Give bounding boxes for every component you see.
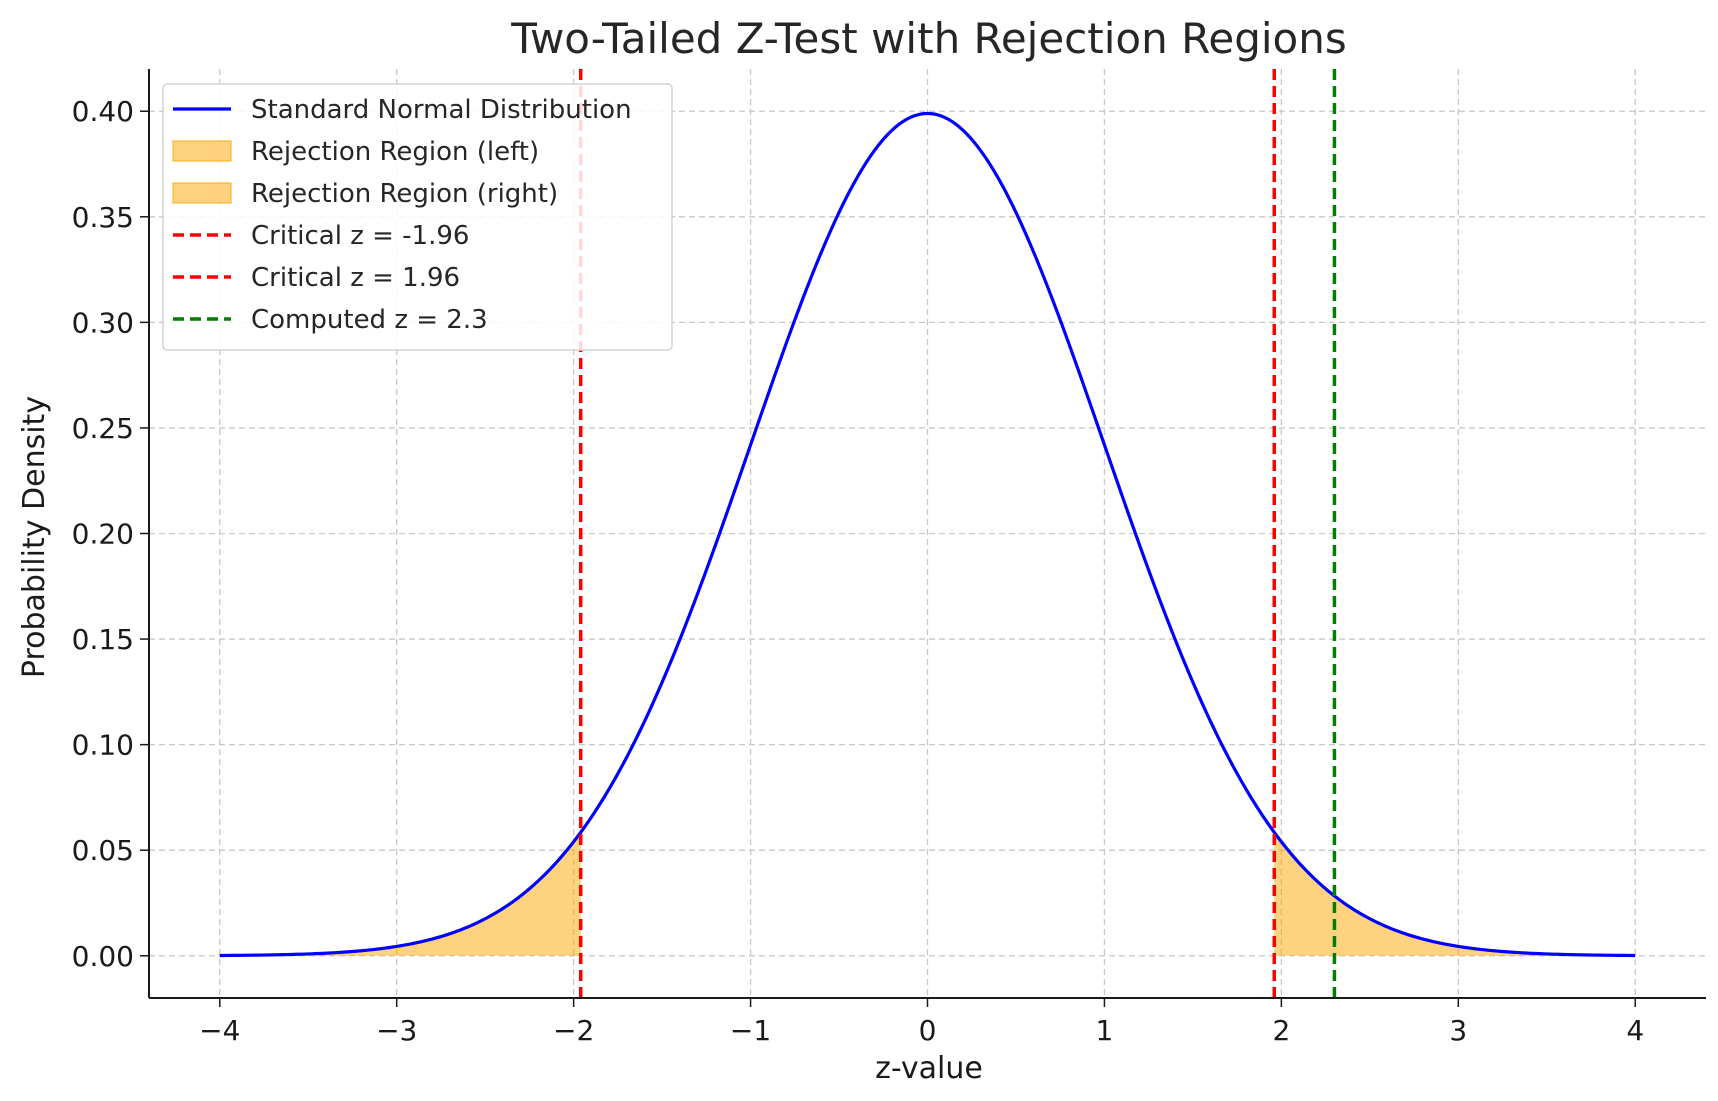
x-tick-label-5: 1	[1096, 1014, 1114, 1047]
y-tick-label-3: 0.15	[72, 623, 134, 656]
legend-left-region-swatch	[172, 140, 232, 162]
legend-box	[162, 83, 673, 351]
normal-distribution-curve	[219, 111, 1636, 958]
legend-right-region-swatch	[172, 182, 232, 204]
legend-label-1: Rejection Region (left)	[251, 137, 539, 167]
curve-layer	[219, 111, 1636, 958]
rejection-region-right	[1274, 832, 1636, 956]
legend-label-3: Critical z = -1.96	[251, 221, 469, 251]
x-tick-label-0: −4	[199, 1014, 240, 1047]
x-tick-label-1: −3	[376, 1014, 417, 1047]
y-tick-label-2: 0.10	[72, 729, 134, 762]
y-tick-label-4: 0.20	[72, 518, 134, 551]
x-tick-label-3: −1	[730, 1014, 771, 1047]
y-tick-label-6: 0.30	[72, 306, 134, 339]
y-axis-label: Probability Density	[17, 396, 52, 678]
x-tick-label-2: −2	[553, 1014, 594, 1047]
x-ticks: −4 −3 −2 −1 0 1 2 3 4	[199, 998, 1644, 1047]
x-tick-label-6: 2	[1272, 1014, 1290, 1047]
y-tick-label-7: 0.35	[72, 201, 134, 234]
x-tick-label-4: 0	[919, 1014, 937, 1047]
y-tick-label-8: 0.40	[72, 95, 134, 128]
x-tick-label-8: 4	[1626, 1014, 1644, 1047]
x-axis-label: z-value	[875, 1051, 983, 1086]
legend-label-2: Rejection Region (right)	[251, 179, 558, 209]
chart-title: Two-Tailed Z-Test with Rejection Regions	[510, 14, 1347, 63]
y-tick-label-5: 0.25	[72, 412, 134, 445]
y-ticks: 0.00 0.05 0.10 0.15 0.20 0.25 0.30 0.35 0.40	[72, 95, 149, 973]
rejection-regions	[219, 832, 1636, 956]
x-tick-label-7: 3	[1449, 1014, 1467, 1047]
y-tick-label-0: 0.00	[72, 940, 134, 973]
legend-label-0: Standard Normal Distribution	[251, 95, 632, 125]
rejection-region-left	[219, 832, 581, 956]
legend: Standard Normal Distribution Rejection Re…	[162, 83, 673, 351]
legend-label-5: Computed z = 2.3	[251, 305, 488, 335]
y-tick-label-1: 0.05	[72, 834, 134, 867]
legend-label-4: Critical z = 1.96	[251, 263, 460, 293]
